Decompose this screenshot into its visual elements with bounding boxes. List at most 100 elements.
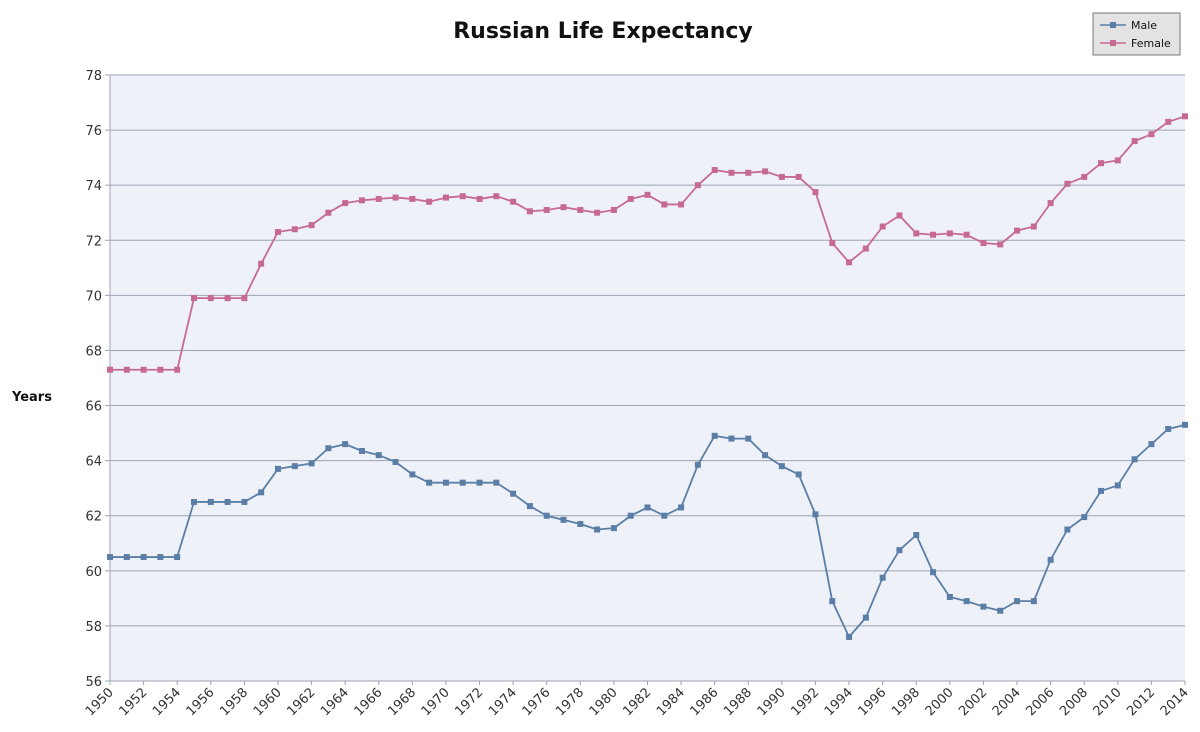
data-point-male xyxy=(678,504,685,511)
data-point-female xyxy=(610,206,617,213)
data-point-male xyxy=(963,598,970,605)
data-point-male xyxy=(1114,482,1121,489)
data-point-male xyxy=(694,461,701,468)
data-point-female xyxy=(409,195,416,202)
data-point-female xyxy=(812,189,819,196)
data-point-female xyxy=(661,201,668,208)
data-point-male xyxy=(543,512,550,519)
data-point-female xyxy=(123,366,130,373)
data-point-male xyxy=(1131,456,1138,463)
data-point-male xyxy=(711,432,718,439)
data-point-male xyxy=(930,569,937,576)
data-point-female xyxy=(560,204,567,211)
data-point-male xyxy=(190,498,197,505)
data-point-female xyxy=(795,173,802,180)
y-tick-label: 68 xyxy=(85,344,102,359)
legend-box xyxy=(1092,12,1181,56)
data-point-female xyxy=(846,259,853,266)
data-point-male xyxy=(997,607,1004,614)
data-point-male xyxy=(409,471,416,478)
data-point-male xyxy=(342,441,349,448)
data-point-female xyxy=(594,209,601,216)
y-tick-label: 72 xyxy=(85,234,102,249)
data-point-female xyxy=(1131,138,1138,145)
data-point-male xyxy=(274,465,281,472)
data-point-female xyxy=(190,295,197,302)
data-point-female xyxy=(291,226,298,233)
data-point-male xyxy=(308,460,315,467)
data-point-male xyxy=(476,479,483,486)
data-point-male xyxy=(224,498,231,505)
data-point-male xyxy=(459,479,466,486)
data-point-male xyxy=(812,511,819,518)
data-point-male xyxy=(862,614,869,621)
data-point-male xyxy=(426,479,433,486)
data-point-female xyxy=(526,208,533,215)
data-point-male xyxy=(762,452,769,459)
data-point-female xyxy=(1047,200,1054,207)
data-point-male xyxy=(241,498,248,505)
data-point-male xyxy=(627,512,634,519)
data-point-male xyxy=(661,512,668,519)
data-point-female xyxy=(1114,157,1121,164)
data-point-female xyxy=(358,197,365,204)
legend-swatch-male-marker xyxy=(1110,22,1116,28)
data-point-male xyxy=(946,593,953,600)
data-point-female xyxy=(1182,113,1188,120)
data-point-female xyxy=(1098,160,1105,167)
y-tick-label: 58 xyxy=(85,620,102,635)
data-point-female xyxy=(392,194,399,201)
data-point-male xyxy=(1148,441,1155,448)
data-point-female xyxy=(1148,131,1155,138)
data-point-male xyxy=(1014,598,1021,605)
data-point-male xyxy=(157,554,164,561)
data-point-female xyxy=(963,231,970,238)
data-point-female xyxy=(862,245,869,252)
data-point-male xyxy=(1098,487,1105,494)
y-tick-label: 78 xyxy=(85,69,102,84)
data-point-male xyxy=(392,459,399,466)
y-tick-label: 56 xyxy=(85,675,102,690)
y-tick-label: 66 xyxy=(85,400,102,415)
data-point-male xyxy=(594,526,601,533)
data-point-male xyxy=(610,525,617,532)
data-point-female xyxy=(174,366,181,373)
data-point-male xyxy=(829,598,836,605)
data-point-female xyxy=(879,223,886,230)
data-point-female xyxy=(1064,180,1071,187)
data-point-female xyxy=(510,198,517,205)
data-point-female xyxy=(241,295,248,302)
y-axis-label: Years xyxy=(11,390,52,405)
y-tick-label: 76 xyxy=(85,124,102,139)
data-point-male xyxy=(375,452,382,459)
data-point-female xyxy=(694,182,701,189)
y-tick-label: 62 xyxy=(85,510,102,525)
data-point-female xyxy=(442,194,449,201)
y-axis-ticks: 56 58 60 62 64 66 68 70 72 74 76 78 xyxy=(85,69,110,690)
data-point-female xyxy=(644,191,651,198)
data-point-female xyxy=(107,366,113,373)
data-point-female xyxy=(325,209,332,216)
data-point-male xyxy=(442,479,449,486)
data-point-male xyxy=(140,554,147,561)
data-point-male xyxy=(728,435,735,442)
y-tick-label: 60 xyxy=(85,565,102,580)
plot-area xyxy=(110,75,1185,681)
data-point-female xyxy=(913,230,920,237)
data-point-male xyxy=(778,463,785,470)
data-point-female xyxy=(476,195,483,202)
data-point-male xyxy=(107,554,113,561)
data-point-male xyxy=(795,471,802,478)
legend: Male Female xyxy=(1092,12,1181,56)
y-tick-label: 70 xyxy=(85,289,102,304)
data-point-male xyxy=(1030,598,1037,605)
legend-swatch-female-marker xyxy=(1110,40,1116,46)
data-point-male xyxy=(1064,526,1071,533)
data-point-female xyxy=(946,230,953,237)
data-point-female xyxy=(493,193,500,200)
data-point-male xyxy=(123,554,130,561)
data-point-female xyxy=(224,295,231,302)
data-point-male xyxy=(526,503,533,510)
data-point-male xyxy=(358,448,365,454)
